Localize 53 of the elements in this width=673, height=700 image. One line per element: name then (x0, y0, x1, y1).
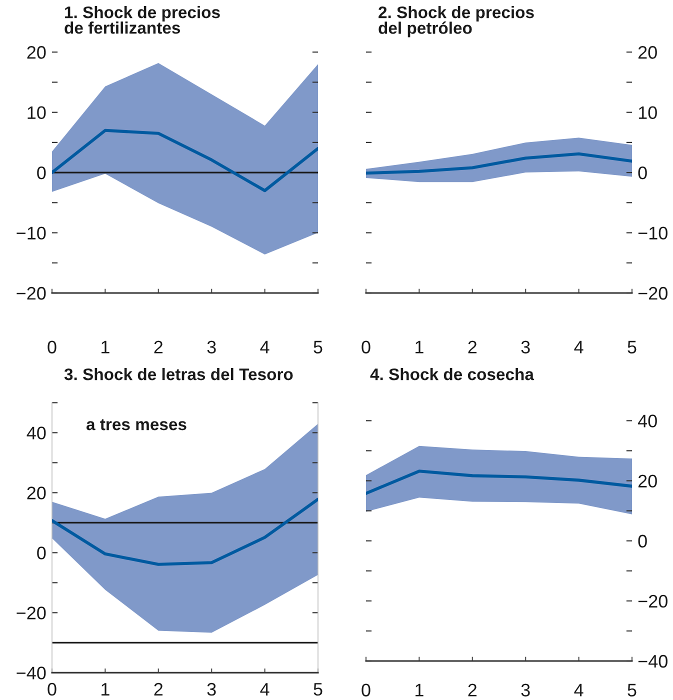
y-tick-label: −40 (16, 666, 46, 680)
x-tick-label: 1 (102, 683, 110, 696)
x-tick-label: 2 (468, 684, 477, 696)
y-tick-label: 20 (27, 486, 46, 500)
y2-tick-label: −20 (638, 286, 668, 300)
y-tick-label: −10 (16, 226, 46, 240)
x-tick-label: 0 (48, 682, 56, 696)
chart-title: 4. Shock de cosecha (370, 368, 534, 380)
y-tick-label: 10 (28, 106, 46, 120)
x-tick-label: 3 (207, 340, 216, 354)
line-series (52, 128, 318, 192)
x-tick-label: 5 (314, 683, 322, 696)
x-tick-label: 5 (314, 340, 322, 354)
x-tick-label: 1 (102, 340, 110, 354)
y-tick-label: −20 (16, 606, 46, 620)
chart-title: 1. Shock de precios de fertilizantes (64, 6, 220, 34)
line-series (366, 152, 632, 175)
annotation: a tres meses (86, 419, 186, 430)
chart-title: 2. Shock de precios del petróleo (378, 6, 534, 38)
y-tick-label: 40 (26, 426, 46, 440)
x-tick-label: 4 (574, 340, 584, 354)
x-tick-label: 1 (416, 684, 424, 696)
x-tick-label: 4 (260, 683, 270, 696)
y2-tick-label: 20 (638, 474, 657, 488)
x-tick-label: 2 (154, 682, 163, 696)
x-tick-label: 0 (362, 684, 370, 696)
x-tick-label: 3 (207, 682, 216, 696)
y2-tick-label: −20 (638, 594, 668, 608)
y2-tick-label: −10 (638, 226, 668, 240)
y2-tick-label: −40 (638, 654, 668, 668)
chart-title: 3. Shock de letras del Tesoro (64, 368, 293, 380)
y2-tick-label: 0 (638, 534, 647, 548)
x-tick-label: 5 (628, 684, 636, 696)
line-series (52, 498, 318, 566)
x-tick-label: 3 (521, 340, 530, 354)
y-tick-label: 0 (37, 166, 46, 180)
y2-tick-label: 0 (638, 166, 647, 180)
x-tick-label: 1 (416, 340, 424, 354)
x-tick-label: 0 (48, 340, 56, 354)
y-tick-label: −20 (16, 286, 46, 300)
y-tick-label: 20 (27, 46, 46, 59)
x-tick-label: 3 (521, 684, 530, 696)
x-tick-label: 5 (628, 340, 636, 354)
y2-tick-label: 10 (638, 106, 657, 120)
x-tick-label: 4 (574, 684, 584, 696)
x-tick-label: 0 (362, 340, 370, 354)
y2-tick-label: 20 (638, 46, 657, 59)
y2-tick-label: 40 (638, 414, 657, 428)
x-tick-label: 2 (468, 340, 477, 354)
line-series (366, 470, 632, 495)
x-tick-label: 2 (154, 340, 163, 354)
x-tick-label: 4 (260, 340, 270, 354)
y-tick-label: 0 (37, 546, 46, 560)
